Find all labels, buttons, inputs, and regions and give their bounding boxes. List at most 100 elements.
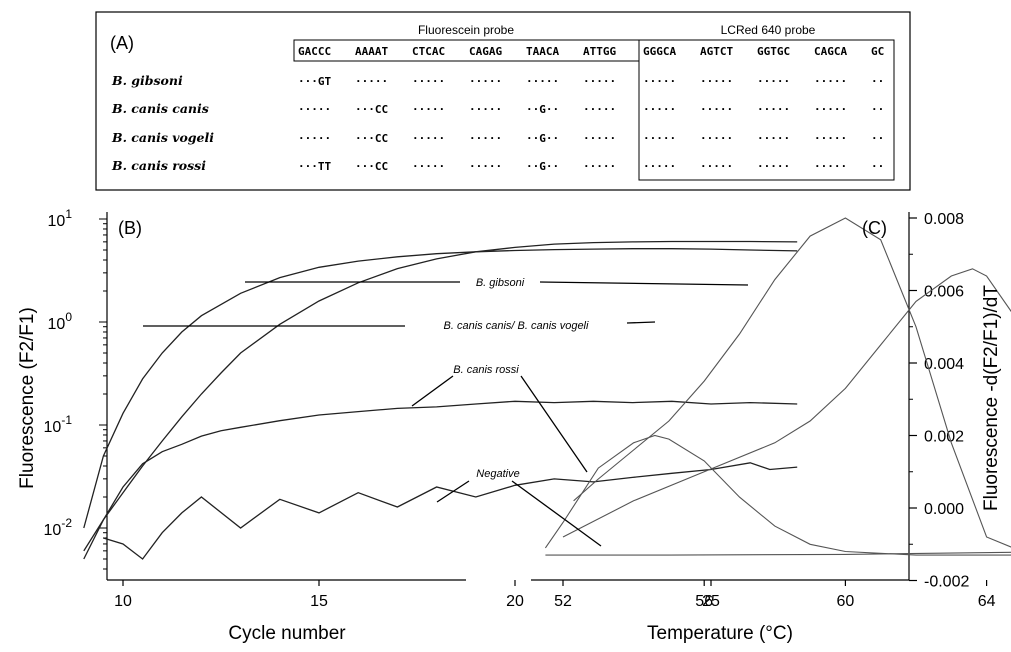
lcred-probe-title: LCRed 640 probe [721,23,816,37]
c-y-tick-label: 0.006 [924,284,964,301]
c-series-line-1 [573,217,1011,548]
c-x-tick-label: 56 [695,593,713,610]
panel-c-series [544,217,1011,556]
negative-annotation: Negative [476,468,519,480]
negative-leader-c [511,480,602,547]
alignment-cell: ···CC [355,132,388,145]
probe1-group: GACCC [298,45,331,58]
alignment-cell: ····· [643,160,676,173]
species-label: B. canis vogeli [111,130,214,145]
alignment-cell: ····· [469,160,502,173]
alignment-cell: ····· [298,103,331,116]
c-x-tick-label: 60 [837,593,855,610]
canis-vogeli-annotation: B. canis canis/ B. canis vogeli [444,320,589,332]
c-series-line-3 [544,434,1011,556]
alignment-cell: ··G·· [526,132,559,145]
alignment-cell: ····· [583,160,616,173]
gibsoni-leader-right [539,281,749,286]
alignment-cell: ····· [700,132,733,145]
c-series-line-2 [562,268,1011,538]
panel-c-chart: 5256606468-0.0020.0000.0020.0040.0060.00… [531,211,1011,644]
alignment-cell: ····· [643,132,676,145]
rossi-leader-c [520,375,588,473]
panel-a-label: (A) [110,33,134,53]
alignment-cell: ·· [871,132,884,145]
fluorescein-probe-title: Fluorescein probe [418,23,514,37]
alignment-cell: ····· [469,103,502,116]
rossi-leader-b [411,375,454,407]
alignment-cell: ····· [757,75,790,88]
b-x-tick-label: 25 [702,593,720,610]
alignment-cell: ·· [871,75,884,88]
probe1-group: CTCAC [412,45,445,58]
panel-c-y-label: Fluorescence -d(F2/F1)/dT [981,285,1002,511]
b-y-tick-label: 101 [48,207,73,230]
panel-c-ticks: 5256606468-0.0020.0000.0020.0040.0060.00… [554,211,996,610]
probe2-group: GGTGC [757,45,790,58]
alignment-cell: ···TT [298,160,331,173]
gibsoni-annotation: B. gibsoni [476,277,525,289]
alignment-cell: ···CC [355,103,388,116]
canis-leader-right [626,321,656,324]
alignment-cell: ····· [814,132,847,145]
b-series-line-3 [83,400,798,560]
negative-leader-b [436,480,470,503]
c-y-tick-label: 0.004 [924,356,964,373]
annotations: B. gibsoni B. canis canis/ B. canis voge… [143,277,749,547]
probe1-group: TAACA [526,45,559,58]
panel-b-series [83,240,798,560]
c-x-tick-label: 64 [978,593,996,610]
b-x-tick-label: 20 [506,593,524,610]
species-label: B. gibsoni [111,73,183,88]
probe1-sequence: GACCC AAAAT CTCAC CAGAG TAACA ATTGG [298,45,616,58]
probe1-group: CAGAG [469,45,502,58]
c-x-tick-label: 52 [554,593,572,610]
b-y-tick-label: 10-2 [44,516,73,539]
b-series-line-1 [83,248,798,529]
panel-b-x-label: Cycle number [228,623,346,644]
alignment-cell: ····· [643,75,676,88]
alignment-cell: ··G·· [526,103,559,116]
alignment-cell: ···CC [355,160,388,173]
c-y-tick-label: 0.000 [924,501,964,518]
species-alignment-rows: B. gibsoni ···GT ····· ····· ····· ····· ·····… [111,73,884,173]
alignment-cell: ····· [469,75,502,88]
alignment-cell: ····· [814,103,847,116]
b-x-tick-label: 10 [114,593,132,610]
species-label: B. canis canis [111,101,209,116]
alignment-cell: ····· [583,75,616,88]
probe1-group: AAAAT [355,45,388,58]
panel-b-y-label: Fluorescence (F2/F1) [17,307,38,489]
alignment-cell: ···GT [298,75,331,88]
alignment-cell: ····· [412,103,445,116]
probe2-group: GC [871,45,884,58]
alignment-cell: ····· [700,160,733,173]
alignment-cell: ····· [412,160,445,173]
species-label: B. canis rossi [111,158,206,173]
panel-a-frame [95,11,911,191]
alignment-cell: ····· [583,103,616,116]
b-x-tick-label: 15 [310,593,328,610]
alignment-cell: ····· [757,160,790,173]
alignment-cell: ··G·· [526,160,559,173]
b-series-line-4 [103,462,798,560]
alignment-cell: ····· [355,75,388,88]
alignment-cell: ····· [643,103,676,116]
probe1-group: ATTGG [583,45,616,58]
panel-c-label: (C) [862,218,887,238]
alignment-cell: ·· [871,103,884,116]
alignment-cell: ····· [583,132,616,145]
alignment-cell: ····· [757,103,790,116]
alignment-cell: ·· [871,160,884,173]
alignment-cell: ····· [700,75,733,88]
alignment-cell: ····· [814,75,847,88]
b-y-tick-label: 10-1 [44,413,73,436]
c-y-tick-label: 0.008 [924,211,964,228]
panel-b-label: (B) [118,218,142,238]
c-y-tick-label: 0.002 [924,429,964,446]
probe2-group: AGTCT [700,45,733,58]
alignment-cell: ····· [757,132,790,145]
alignment-cell: ····· [412,75,445,88]
